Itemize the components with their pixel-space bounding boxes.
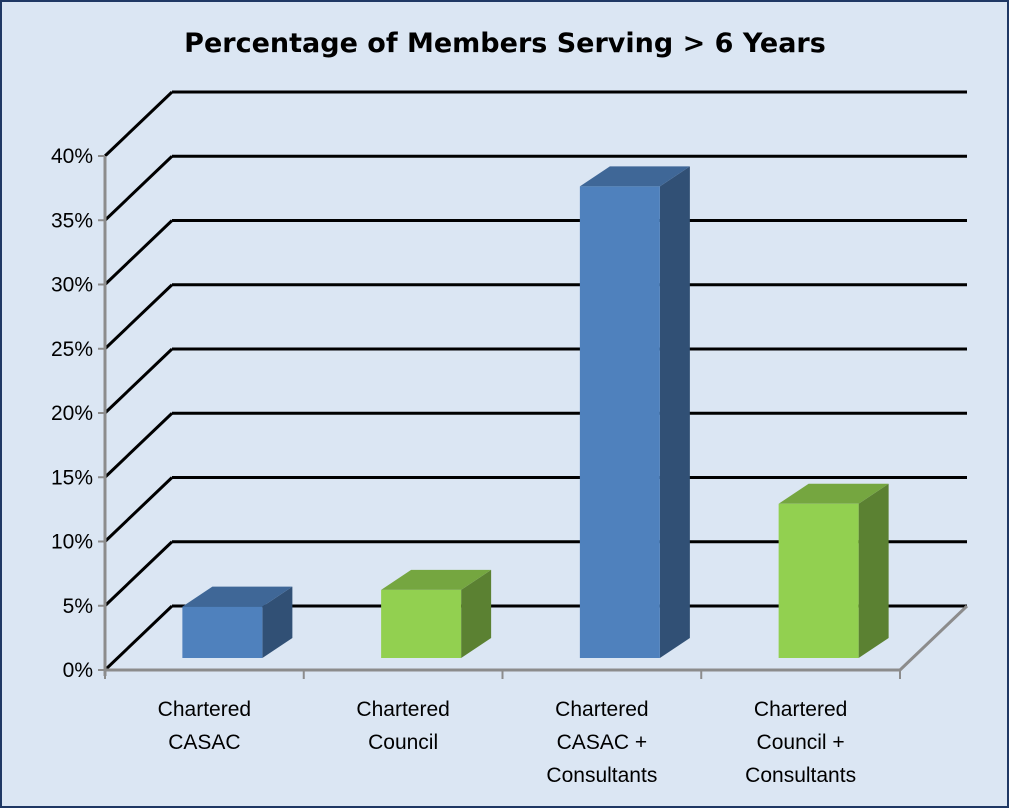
x-tick-label: Chartered [754,698,847,721]
floor-edge [898,604,969,672]
bar [182,586,293,658]
y-tick-label: 0% [63,659,93,682]
gridline-diag [103,476,174,543]
x-tick-label: Chartered [555,698,648,721]
bar-front [778,503,859,658]
bars [182,166,889,658]
bar-side [659,166,690,658]
gridlines [103,90,967,672]
gridline-diag [103,283,174,350]
x-tick-label: Chartered [356,698,449,721]
gridline-diag [103,155,174,222]
axes [98,155,969,679]
y-tick-label: 35% [51,209,93,232]
gridline-diag [103,219,174,286]
gridline-diag [103,90,174,158]
y-tick-label: 10% [51,531,93,554]
bar-top [381,569,492,590]
y-tick-label: 15% [51,466,93,489]
x-tick-label: Council + [757,731,845,754]
bar-front [381,589,462,658]
bar [778,483,889,658]
bar-side [858,483,889,658]
chart-title: Percentage of Members Serving > 6 Years [184,28,826,59]
bar-top [579,166,690,187]
y-tick-label: 40% [51,145,93,168]
gridline-diag [103,604,174,672]
labels: 0% 5% 10% 15% 20% 25% 30% 35% 40% Chartered CASAC C… [51,145,856,787]
bar-front [579,186,660,658]
x-tick-label: CASAC [168,731,240,754]
x-tick-label: Chartered [158,698,251,721]
bar-front [182,606,263,658]
gridline-diag [103,540,174,607]
bar-top [778,483,889,504]
y-tick-label: 25% [51,338,93,361]
x-tick-label: CASAC + [557,731,647,754]
y-tick-label: 20% [51,402,93,425]
bar [579,166,690,658]
bar-side [262,586,293,658]
gridline-diag [103,347,174,415]
x-tick-label: Consultants [745,764,856,787]
y-tick-label: 30% [51,274,93,297]
x-tick-label: Council [368,731,438,754]
y-tick-label: 5% [63,595,93,618]
x-tick-label: Consultants [546,764,657,787]
gridline-diag [103,412,174,479]
bar-side [461,569,492,658]
bar-top [182,586,293,607]
bar [381,569,492,658]
